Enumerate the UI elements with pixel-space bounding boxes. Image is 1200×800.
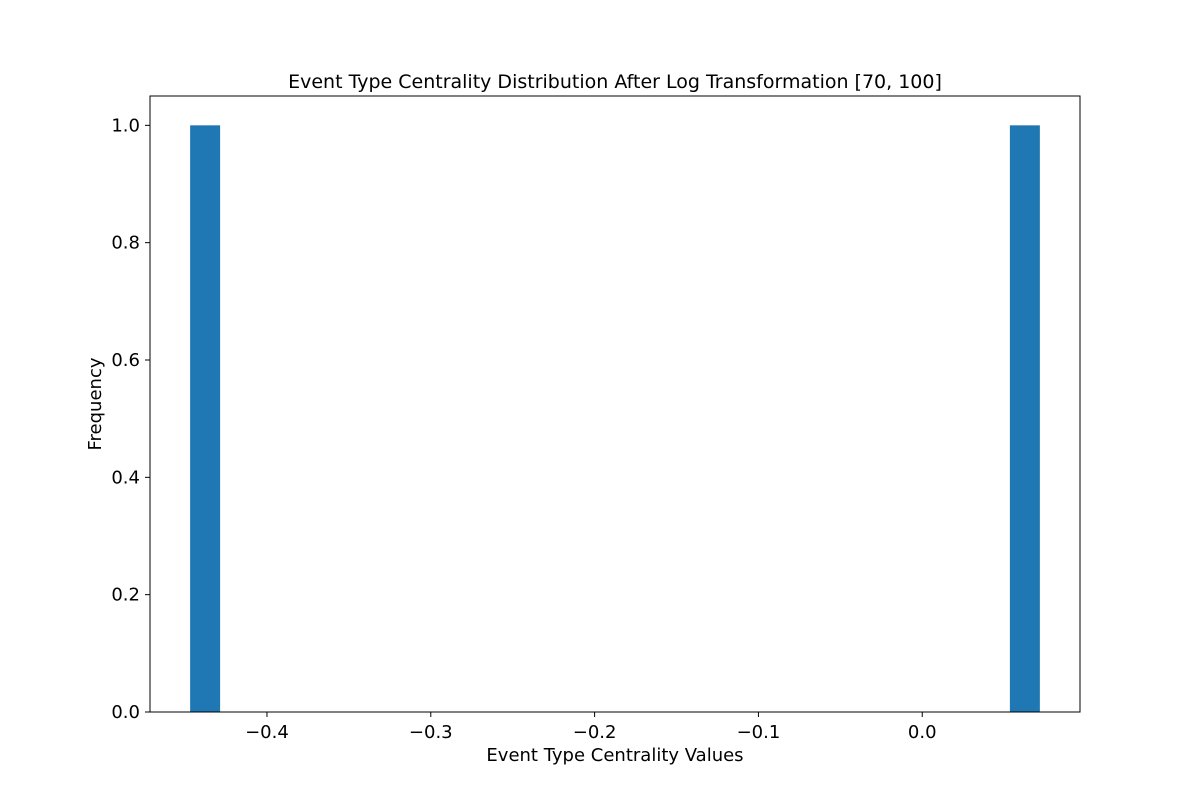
x-axis-ticks: −0.4 −0.3 −0.2 −0.1 0.0 <box>245 712 937 743</box>
y-tick-label: 0.2 <box>111 585 140 606</box>
y-tick-label: 0.0 <box>111 702 140 723</box>
histogram-bar-1 <box>190 125 221 713</box>
x-tick-label: −0.2 <box>573 722 617 743</box>
plot-area-frame <box>149 95 1081 713</box>
y-tick-label: 0.6 <box>111 350 140 371</box>
y-axis-ticks: 0.0 0.2 0.4 0.6 0.8 1.0 <box>111 115 150 723</box>
x-axis-label: Event Type Centrality Values <box>486 745 743 766</box>
y-tick-label: 0.8 <box>111 233 140 254</box>
x-tick-label: −0.1 <box>737 722 781 743</box>
y-tick-label: 0.4 <box>111 467 140 488</box>
x-tick-label: −0.3 <box>409 722 453 743</box>
histogram-bars <box>190 125 1040 713</box>
histogram-bar-2 <box>1009 125 1040 713</box>
y-tick-label: 1.0 <box>111 115 140 136</box>
y-axis-label: Frequency <box>85 357 106 450</box>
chart-title: Event Type Centrality Distribution After… <box>288 71 942 93</box>
x-tick-label: −0.4 <box>245 722 289 743</box>
x-tick-label: 0.0 <box>908 722 937 743</box>
